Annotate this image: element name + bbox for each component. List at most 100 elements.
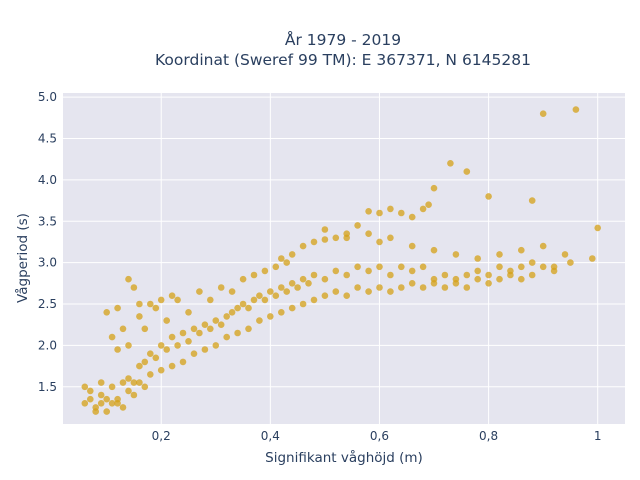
chart-title-line-2: Koordinat (Sweref 99 TM): E 367371, N 61… (155, 51, 531, 69)
data-point (250, 296, 258, 304)
data-point (299, 300, 307, 308)
y-tick-label: 2.0 (38, 338, 57, 352)
data-point (408, 267, 416, 275)
data-point (245, 325, 252, 333)
grid-lines (63, 93, 625, 424)
data-point (332, 288, 340, 295)
x-tick-label: 0,6 (370, 429, 389, 443)
data-point (141, 325, 149, 333)
data-point (217, 284, 225, 291)
data-point (539, 242, 547, 250)
data-point (228, 309, 236, 316)
plot-area (63, 93, 625, 424)
data-point (354, 284, 361, 291)
data-point (567, 259, 574, 266)
data-point (234, 329, 241, 337)
data-point (398, 209, 405, 217)
data-point (321, 236, 329, 243)
data-point (114, 346, 121, 353)
data-point (152, 304, 160, 312)
data-point (332, 267, 340, 275)
data-point (539, 110, 547, 117)
data-point (267, 313, 274, 320)
data-point (430, 280, 438, 287)
x-tick-label: 1 (594, 429, 602, 443)
data-point (485, 280, 492, 287)
data-point (217, 321, 225, 329)
data-point (354, 263, 361, 271)
data-point (103, 408, 110, 415)
data-point (136, 362, 143, 370)
data-point (141, 358, 149, 366)
data-point (108, 383, 116, 391)
data-point (561, 251, 569, 258)
data-point (103, 395, 110, 403)
data-point (343, 271, 351, 279)
chart-title-line-1: År 1979 - 2019 (285, 30, 401, 49)
data-point (343, 292, 351, 300)
data-points (81, 106, 601, 415)
data-point (256, 292, 263, 300)
data-point (463, 271, 471, 279)
data-point (174, 296, 181, 304)
data-point (163, 317, 170, 324)
data-point (278, 255, 285, 262)
data-point (147, 371, 154, 378)
data-point (108, 400, 116, 407)
data-point (299, 242, 307, 250)
x-tick-label: 0,8 (479, 429, 498, 443)
data-point (190, 350, 198, 358)
data-point (463, 168, 471, 175)
data-point (496, 263, 503, 271)
data-point (343, 234, 351, 242)
data-point (108, 333, 116, 341)
data-point (267, 288, 274, 295)
data-point (288, 280, 296, 287)
data-point (196, 329, 203, 337)
data-point (223, 333, 230, 341)
data-point (485, 193, 492, 200)
data-point (365, 288, 372, 295)
data-point (419, 263, 427, 271)
data-point (147, 300, 154, 308)
data-point (157, 296, 165, 304)
data-point (594, 224, 601, 232)
data-point (168, 292, 176, 300)
data-point (376, 238, 383, 246)
y-tick-label: 1.5 (38, 380, 57, 394)
data-point (398, 263, 405, 271)
data-point (125, 375, 132, 382)
data-point (87, 387, 94, 395)
data-point (496, 275, 503, 283)
data-point (185, 309, 192, 316)
data-point (278, 284, 285, 291)
data-point (539, 263, 547, 271)
data-point (387, 205, 394, 213)
data-point (430, 184, 438, 192)
data-point (207, 325, 214, 333)
data-point (376, 263, 383, 271)
data-point (272, 292, 280, 300)
data-point (179, 358, 187, 366)
data-point (136, 300, 143, 308)
data-point (125, 342, 132, 349)
data-point (528, 271, 536, 279)
data-point (250, 271, 258, 279)
data-point (114, 395, 121, 403)
data-point (507, 271, 514, 279)
data-point (157, 342, 165, 349)
data-point (168, 362, 176, 370)
data-point (130, 391, 138, 399)
data-point (272, 263, 280, 271)
data-point (130, 284, 138, 291)
data-point (207, 296, 214, 304)
data-point (387, 288, 394, 295)
data-point (163, 346, 170, 353)
data-point (419, 205, 427, 213)
data-point (81, 383, 89, 391)
data-point (147, 350, 154, 358)
data-point (310, 271, 318, 279)
data-point (550, 263, 558, 271)
data-point (474, 275, 482, 283)
data-point (474, 255, 482, 262)
